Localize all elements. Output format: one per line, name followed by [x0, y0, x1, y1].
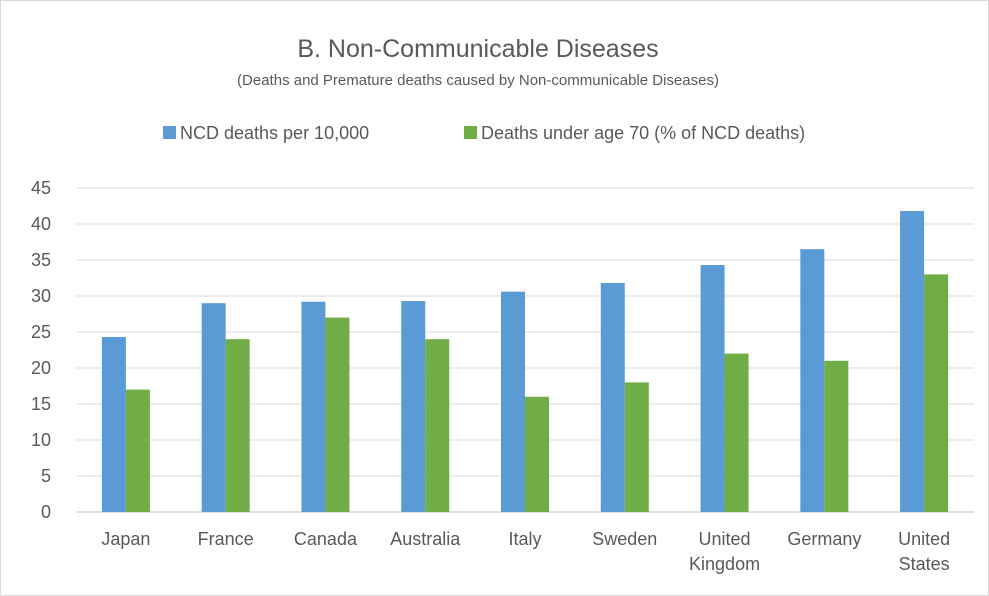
y-tick-label: 5 — [41, 466, 51, 486]
bar-deaths-under-70 — [225, 339, 250, 512]
x-tick-label-line: France — [198, 529, 254, 549]
y-tick-label: 30 — [31, 286, 51, 306]
legend-swatch-deaths-under-70 — [464, 126, 477, 139]
x-tick-label-line: Sweden — [592, 529, 657, 549]
y-tick-label: 20 — [31, 358, 51, 378]
bar-ncd-deaths — [401, 301, 426, 512]
bar-deaths-under-70 — [624, 382, 649, 512]
x-tick-label-line: Italy — [508, 529, 541, 549]
x-tick-label-line: Kingdom — [689, 554, 760, 574]
bar-deaths-under-70 — [425, 339, 450, 512]
bar-deaths-under-70 — [824, 360, 849, 512]
bar-ncd-deaths — [501, 291, 525, 512]
x-tick-label: United States — [898, 529, 950, 574]
x-tick-label: Sweden — [592, 529, 657, 549]
bar-ncd-deaths — [101, 337, 126, 512]
bar-deaths-under-70 — [325, 317, 350, 512]
x-tick-label: Japan — [101, 529, 150, 549]
chart-title: B. Non-Communicable Diseases — [297, 35, 658, 63]
y-tick-label: 0 — [41, 502, 51, 522]
x-axis-tick-labels: Japan France Canada Australia Italy Sweden Uni… — [101, 529, 950, 574]
legend: NCD deaths per 10,000 Deaths under age 7… — [163, 123, 805, 143]
x-tick-label: Canada — [294, 529, 358, 549]
bar-deaths-under-70 — [924, 274, 949, 512]
x-tick-label: France — [198, 529, 254, 549]
x-tick-label: United Kingdom — [689, 529, 760, 574]
bar-ncd-deaths — [301, 301, 326, 512]
x-tick-label-line: Australia — [390, 529, 461, 549]
legend-label-deaths-under-70: Deaths under age 70 (% of NCD deaths) — [481, 123, 805, 143]
y-tick-label: 10 — [31, 430, 51, 450]
x-tick-label-line: Canada — [294, 529, 358, 549]
bar-ncd-deaths — [201, 303, 226, 512]
y-tick-label: 45 — [31, 178, 51, 198]
bar-deaths-under-70 — [125, 389, 150, 512]
bar-ncd-deaths — [800, 249, 825, 512]
bars — [101, 211, 949, 513]
x-tick-label-line: Germany — [787, 529, 861, 549]
x-tick-label: Germany — [787, 529, 861, 549]
bar-deaths-under-70 — [525, 396, 549, 512]
bar-ncd-deaths — [700, 265, 725, 512]
y-tick-label: 35 — [31, 250, 51, 270]
x-tick-label-line: States — [899, 554, 950, 574]
legend-swatch-ncd-deaths — [163, 126, 176, 139]
chart-subtitle: (Deaths and Premature deaths caused by N… — [237, 72, 719, 89]
x-tick-label: Australia — [390, 529, 461, 549]
y-tick-label: 25 — [31, 322, 51, 342]
bar-deaths-under-70 — [724, 353, 749, 512]
bar-ncd-deaths — [900, 211, 925, 513]
x-tick-label-line: Japan — [101, 529, 150, 549]
legend-label-ncd-deaths: NCD deaths per 10,000 — [180, 123, 369, 143]
x-tick-label: Italy — [508, 529, 541, 549]
x-tick-label-line: United — [898, 529, 950, 549]
y-tick-label: 15 — [31, 394, 51, 414]
x-tick-label-line: United — [699, 529, 751, 549]
bar-ncd-deaths — [600, 283, 625, 512]
y-axis-tick-labels: 0 5 10 15 20 25 30 35 40 45 — [31, 178, 51, 522]
y-tick-label: 40 — [31, 214, 51, 234]
